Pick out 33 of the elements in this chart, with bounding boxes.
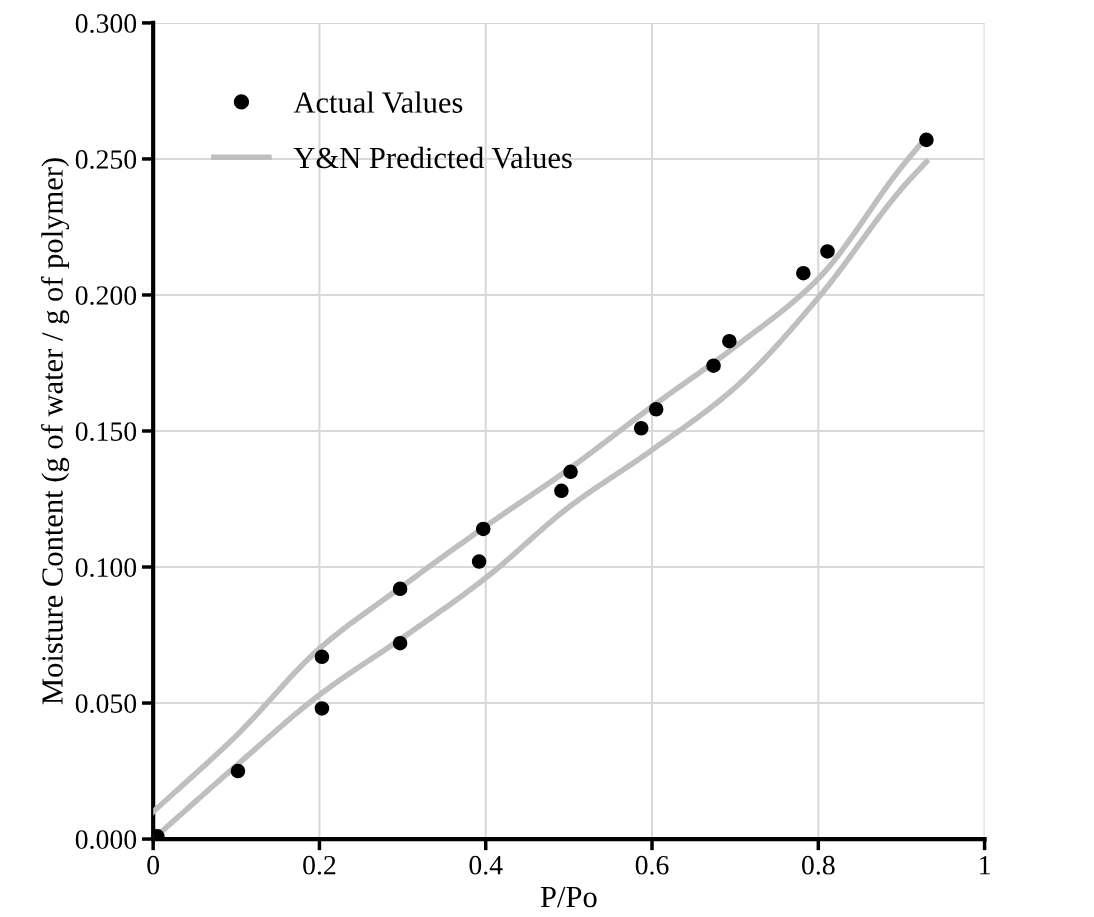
x-tick-label: 0.6	[635, 855, 669, 875]
point	[722, 333, 737, 349]
y-tick-label: 0.200	[75, 286, 137, 305]
point	[475, 521, 491, 537]
x-tick-label: 0.2	[303, 855, 336, 875]
point	[230, 763, 246, 779]
point	[563, 464, 578, 480]
point	[314, 649, 330, 665]
y-tick-label: 0.250	[75, 150, 137, 169]
x-axis-title: P/Po	[540, 886, 597, 908]
point	[392, 581, 408, 597]
legend-label: Y&N Predicted Values	[293, 146, 572, 169]
legend-label: Actual Values	[293, 91, 463, 114]
point	[706, 358, 721, 373]
y-tick-label: 0.150	[75, 422, 137, 442]
x-tick-label: 0	[147, 855, 160, 875]
y-tick-label: 0.100	[75, 558, 137, 578]
point	[392, 635, 408, 651]
y-tick-label: 0.050	[75, 694, 137, 714]
y-tick-label: 0.300	[75, 14, 137, 33]
point	[314, 701, 330, 716]
y-tick-label: 0.000	[75, 830, 137, 850]
x-tick-label: 0.8	[802, 855, 835, 875]
point	[919, 132, 934, 148]
point	[796, 265, 811, 281]
point	[554, 483, 569, 499]
point	[471, 554, 487, 569]
point	[633, 420, 649, 436]
y-axis-title: Moisture Content (g of water / g of polymer)	[41, 158, 70, 705]
x-tick-label: 1	[980, 855, 990, 875]
point	[648, 401, 664, 417]
x-tick-label: 0.4	[469, 855, 503, 875]
point	[820, 244, 835, 259]
